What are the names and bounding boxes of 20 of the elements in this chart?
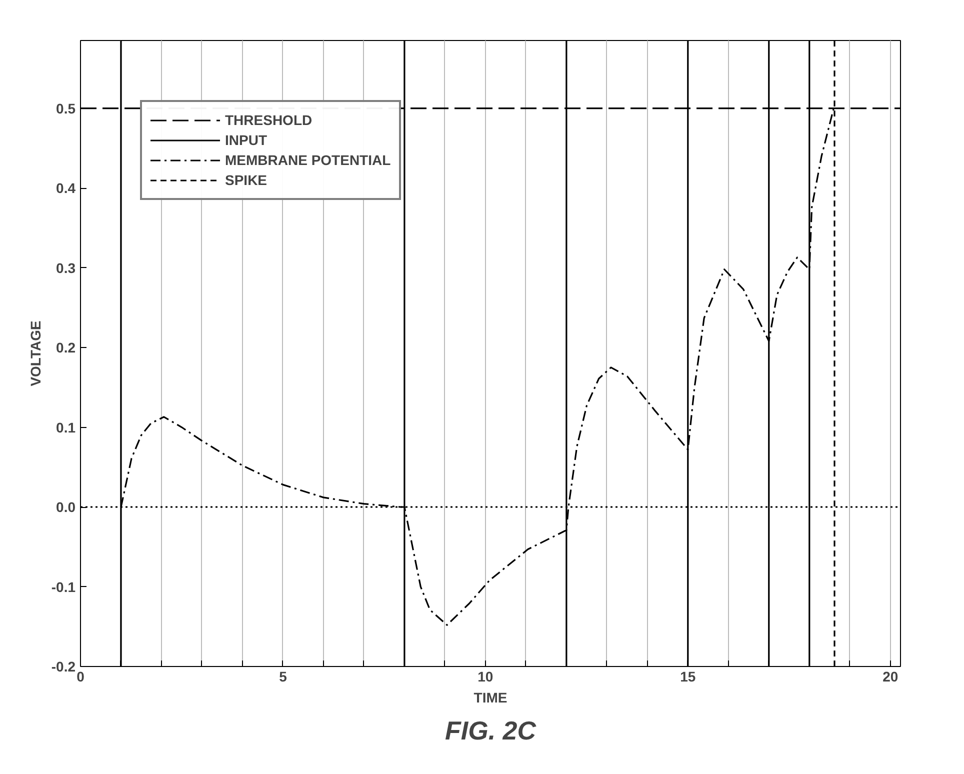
legend-label: MEMBRANE POTENTIAL	[225, 152, 391, 168]
y-tick-label: 0.4	[56, 180, 76, 196]
x-axis-title: TIME	[474, 690, 508, 706]
y-axis-title: VOLTAGE	[27, 320, 44, 386]
y-tick-label: -0.2	[51, 658, 76, 674]
y-tick-label: 0.3	[56, 260, 76, 276]
y-tick-label: 0.1	[56, 419, 76, 436]
y-tick-label: 0.0	[56, 499, 76, 516]
y-tick-label: -0.1	[51, 578, 76, 595]
caption: FIG. 2C	[444, 716, 538, 746]
x-tick-label: 0	[76, 668, 85, 684]
x-tick-label: 20	[882, 668, 898, 684]
legend-label: THRESHOLD	[225, 112, 312, 128]
y-tick-label: 0.5	[56, 100, 76, 116]
x-tick-label: 15	[680, 668, 696, 684]
x-tick-label: 5	[279, 668, 288, 684]
legend-label: INPUT	[225, 132, 267, 148]
legend-label: SPIKE	[225, 172, 268, 188]
y-tick-label: 0.2	[56, 340, 76, 356]
x-tick-label: 10	[478, 668, 494, 684]
